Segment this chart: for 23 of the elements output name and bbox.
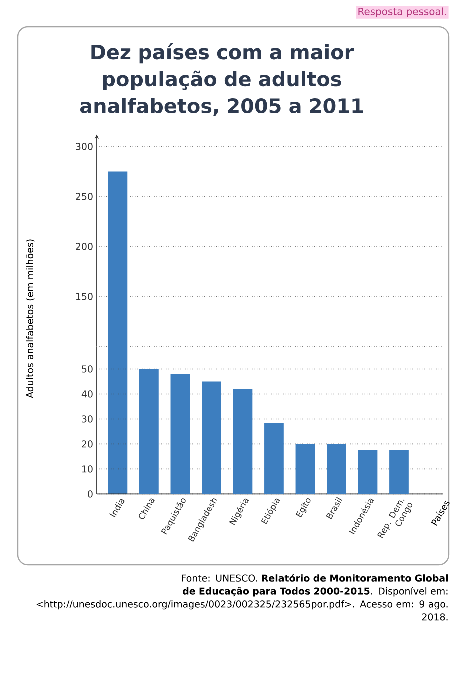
y-tick-label: 0: [88, 490, 93, 498]
bar: [327, 444, 346, 494]
bar: [390, 450, 409, 494]
text: Resposta pessoal.: [358, 8, 446, 18]
y-tick-label: 300: [76, 143, 93, 150]
bar: [233, 389, 253, 494]
chart-title: Dez países com a maior população de adultos analfabetos, 2005 a 2011: [80, 44, 363, 116]
y-axis-title: Adultos analfabetos (em milhões): [26, 240, 35, 398]
y-tick-label: 50: [82, 366, 93, 373]
y-tick-label: 30: [82, 416, 93, 423]
bar: [296, 444, 316, 494]
source-note: Fonte: UNESCO. Relatório de Monitoramento Global de Educação para Todos 2000-2015. Disponível em: <http://unesdoc.unesco.org/images/0023/002325/232565por.pdf>. Acesso em: 9 ago. 2018.: [36, 574, 448, 621]
y-tick-label: 150: [76, 293, 93, 300]
bar: [358, 450, 378, 494]
bar: [264, 422, 284, 494]
y-tick-label: 10: [82, 466, 93, 473]
y-tick-label: 250: [76, 193, 93, 200]
y-tick-label: 40: [82, 390, 93, 398]
y-tick-label: 200: [76, 243, 93, 250]
bar: [202, 382, 222, 494]
bar: [170, 374, 190, 494]
y-tick-label: 20: [82, 440, 93, 448]
bar: [140, 369, 159, 494]
